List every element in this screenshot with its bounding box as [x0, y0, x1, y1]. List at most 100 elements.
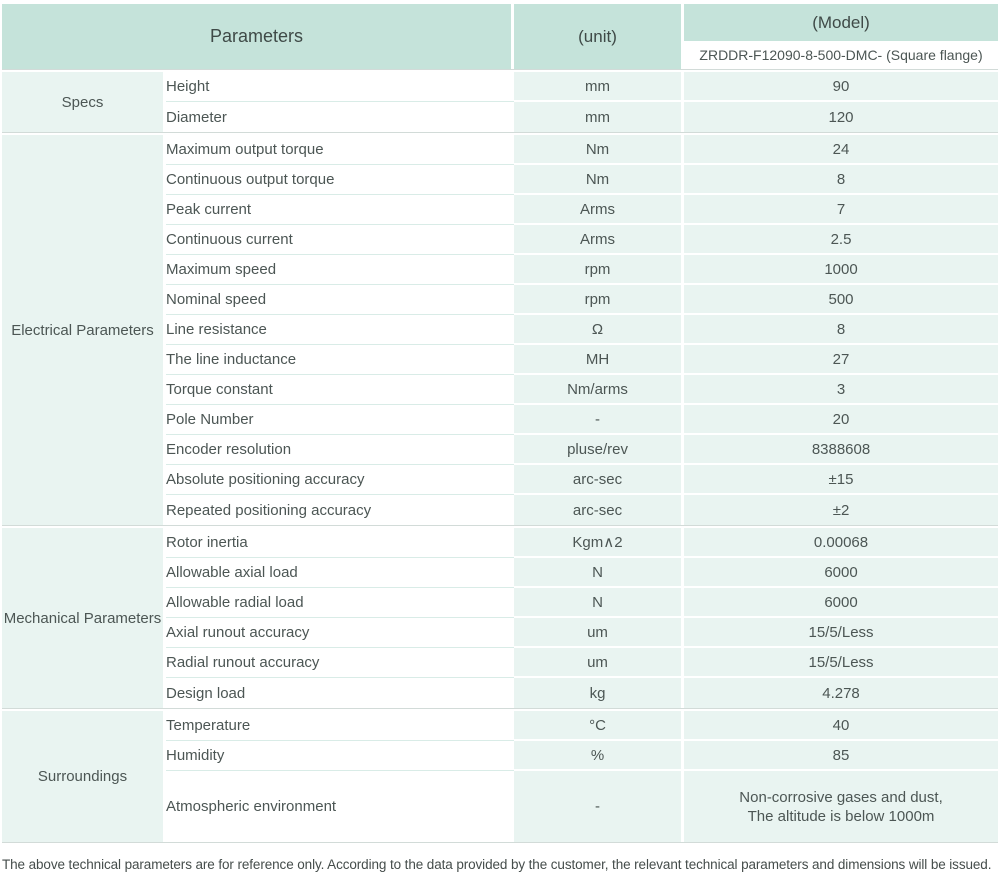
param-cell: Diameter — [166, 102, 515, 132]
value-cell: 3 — [684, 375, 999, 405]
section-label: Mechanical Parameters — [2, 528, 166, 708]
table-row: Nominal speed rpm 500 — [2, 285, 999, 315]
unit-cell: Nm — [514, 135, 685, 165]
unit-cell: arc-sec — [514, 465, 685, 495]
section-divider — [2, 69, 999, 72]
unit-cell: Arms — [514, 195, 685, 225]
value-cell: 120 — [684, 102, 999, 132]
table-row: Allowable axial load N 6000 — [2, 558, 999, 588]
param-cell: Design load — [166, 678, 515, 708]
table-row: Repeated positioning accuracy arc-sec ±2 — [2, 495, 999, 525]
unit-cell: °C — [514, 711, 685, 741]
table-header: Parameters (unit) (Model) ZRDDR-F12090-8… — [2, 4, 999, 69]
param-cell: The line inductance — [166, 345, 515, 375]
unit-cell: rpm — [514, 255, 685, 285]
header-model-value: ZRDDR-F12090-8-500-DMC- (Square flange) — [684, 41, 999, 69]
value-cell: Non-corrosive gases and dust, The altitu… — [684, 771, 999, 842]
header-row-top: Parameters (unit) (Model) — [2, 4, 999, 69]
param-cell: Peak current — [166, 195, 515, 225]
header-unit: (unit) — [514, 4, 685, 69]
unit-cell: Nm — [514, 165, 685, 195]
header-model: (Model) — [684, 4, 999, 41]
unit-cell: % — [514, 741, 685, 771]
table-row: Surroundings Temperature °C 40 — [2, 711, 999, 842]
section-divider-line — [2, 708, 999, 711]
value-cell: 27 — [684, 345, 999, 375]
unit-cell: arc-sec — [514, 495, 685, 525]
value-cell: ±15 — [684, 465, 999, 495]
value-cell: ±2 — [684, 495, 999, 525]
section-divider — [2, 842, 999, 845]
unit-cell: um — [514, 648, 685, 678]
param-cell: Repeated positioning accuracy — [166, 495, 515, 525]
param-cell: Absolute positioning accuracy — [166, 465, 515, 495]
param-cell: Continuous output torque — [166, 165, 515, 195]
value-cell: 6000 — [684, 558, 999, 588]
table-row: Pole Number -20 — [2, 405, 999, 435]
param-cell: Maximum output torque — [166, 135, 515, 165]
value-cell: 24 — [684, 135, 999, 165]
value-cell: 20 — [684, 405, 999, 435]
unit-cell: mm — [514, 72, 685, 102]
section-label: Specs — [2, 72, 166, 132]
table-row: Axial runout accuracy um 15/5/Less — [2, 618, 999, 648]
value-cell: 15/5/Less — [684, 648, 999, 678]
table-row: Humidity% 85 — [2, 741, 999, 771]
header-row-sub: ZRDDR-F12090-8-500-DMC- (Square flange) — [2, 41, 999, 69]
unit-cell: - — [514, 405, 685, 435]
value-cell: 4.278 — [684, 678, 999, 708]
unit-cell: um — [514, 618, 685, 648]
unit-cell: N — [514, 588, 685, 618]
value-cell: 0.00068 — [684, 528, 999, 558]
unit-cell: Nm/arms — [514, 375, 685, 405]
section-divider-line — [2, 842, 999, 845]
section-divider-line — [2, 525, 999, 528]
table-row: Specs Height mm 90 — [2, 72, 999, 132]
table-row: Atmospheric environment - Non-corrosive ga… — [2, 771, 999, 842]
param-cell: Axial runout accuracy — [166, 618, 515, 648]
value-cell: 500 — [684, 285, 999, 315]
value-cell: 2.5 — [684, 225, 999, 255]
value-cell: 40 — [684, 711, 999, 741]
param-cell: Maximum speed — [166, 255, 515, 285]
param-cell: Height — [166, 72, 515, 102]
table-row: Allowable radial load N 6000 — [2, 588, 999, 618]
value-cell: 85 — [684, 741, 999, 771]
param-cell: Encoder resolution — [166, 435, 515, 465]
table-row: Torque constant Nm/arms 3 — [2, 375, 999, 405]
table-body: Specs Height mm 90 Diameter mm 120 Electrical P… — [2, 69, 999, 845]
value-cell: 7 — [684, 195, 999, 225]
table-row: Diameter mm 120 — [2, 102, 999, 132]
unit-cell: pluse/rev — [514, 435, 685, 465]
section-label: Electrical Parameters — [2, 135, 166, 525]
section-divider — [2, 132, 999, 135]
table-row: The line inductance MH 27 — [2, 345, 999, 375]
value-cell: 6000 — [684, 588, 999, 618]
value-cell: 90 — [684, 72, 999, 102]
param-cell: Allowable axial load — [166, 558, 515, 588]
param-cell: Rotor inertia — [166, 528, 515, 558]
table-row: Electrical Parameters Maximum output torq… — [2, 135, 999, 525]
param-cell: Allowable radial load — [166, 588, 515, 618]
table-row: Mechanical Parameters Rotor inertia Kgm∧2 0… — [2, 528, 999, 708]
section-divider-line — [2, 132, 999, 135]
section-label: Surroundings — [2, 711, 166, 842]
table-row: Encoder resolution pluse/rev 8388608 — [2, 435, 999, 465]
param-cell: Continuous current — [166, 225, 515, 255]
value-cell: 8 — [684, 165, 999, 195]
table-row: Continuous current Arms 2.5 — [2, 225, 999, 255]
param-cell: Temperature — [166, 711, 515, 741]
section-divider-line — [2, 69, 999, 72]
unit-cell: - — [514, 771, 685, 842]
header-parameters: Parameters — [2, 4, 515, 69]
unit-cell: Ω — [514, 315, 685, 345]
param-cell: Radial runout accuracy — [166, 648, 515, 678]
section-divider — [2, 525, 999, 528]
value-cell: 8 — [684, 315, 999, 345]
table-row: Radial runout accuracy um 15/5/Less — [2, 648, 999, 678]
unit-cell: MH — [514, 345, 685, 375]
table-row: Continuous output torque Nm 8 — [2, 165, 999, 195]
value-cell: 1000 — [684, 255, 999, 285]
unit-cell: rpm — [514, 285, 685, 315]
